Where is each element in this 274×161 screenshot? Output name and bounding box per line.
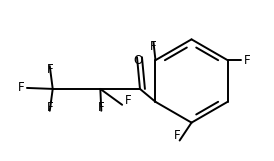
Text: F: F — [243, 54, 250, 67]
Text: F: F — [174, 129, 181, 142]
Text: O: O — [134, 54, 143, 67]
Text: F: F — [18, 81, 25, 95]
Text: F: F — [150, 40, 157, 53]
Text: F: F — [98, 101, 105, 114]
Text: F: F — [47, 101, 53, 114]
Text: F: F — [125, 94, 132, 107]
Text: F: F — [47, 63, 53, 76]
